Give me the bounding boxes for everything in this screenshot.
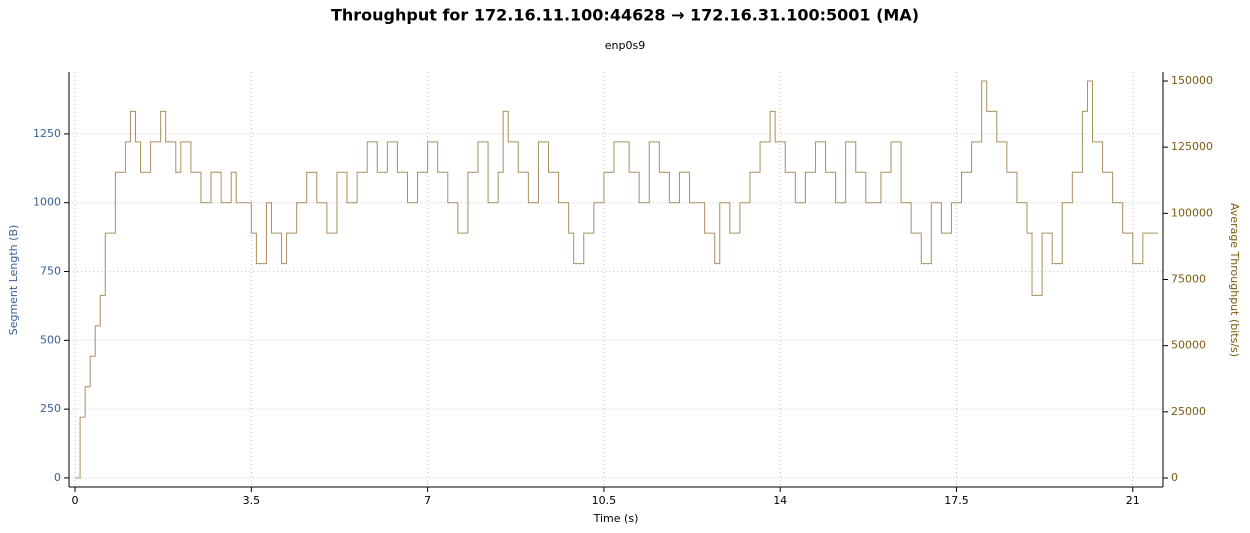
y-axis-label: Segment Length (B) xyxy=(7,225,20,336)
x-tick-label: 7 xyxy=(424,494,431,507)
chart-subtitle: enp0s9 xyxy=(605,39,645,52)
y-tick-label: 250 xyxy=(40,402,61,415)
y2-tick-label: 100000 xyxy=(1171,206,1213,219)
y-tick-label: 1250 xyxy=(33,127,61,140)
y-tick-label: 500 xyxy=(40,333,61,346)
throughput-line xyxy=(75,80,1158,479)
x-tick-label: 0 xyxy=(72,494,79,507)
y2-tick-label: 150000 xyxy=(1171,74,1213,87)
y2-axis-label: Average Throughput (bits/s) xyxy=(1228,203,1241,357)
chart-title: Throughput for 172.16.11.100:44628 → 172… xyxy=(331,6,919,25)
x-tick-label: 3.5 xyxy=(243,494,261,507)
y2-tick-label: 125000 xyxy=(1171,140,1213,153)
y-tick-label: 1000 xyxy=(33,196,61,209)
x-tick-label: 21 xyxy=(1126,494,1140,507)
x-tick-label: 10.5 xyxy=(592,494,617,507)
x-tick-label: 17.5 xyxy=(944,494,969,507)
y2-tick-label: 0 xyxy=(1171,471,1178,484)
y-tick-label: 750 xyxy=(40,265,61,278)
x-tick-label: 14 xyxy=(773,494,787,507)
y2-tick-label: 75000 xyxy=(1171,273,1206,286)
x-axis-label: Time (s) xyxy=(593,512,639,525)
y-tick-label: 0 xyxy=(54,471,61,484)
y2-tick-label: 50000 xyxy=(1171,339,1206,352)
y2-tick-label: 25000 xyxy=(1171,405,1206,418)
